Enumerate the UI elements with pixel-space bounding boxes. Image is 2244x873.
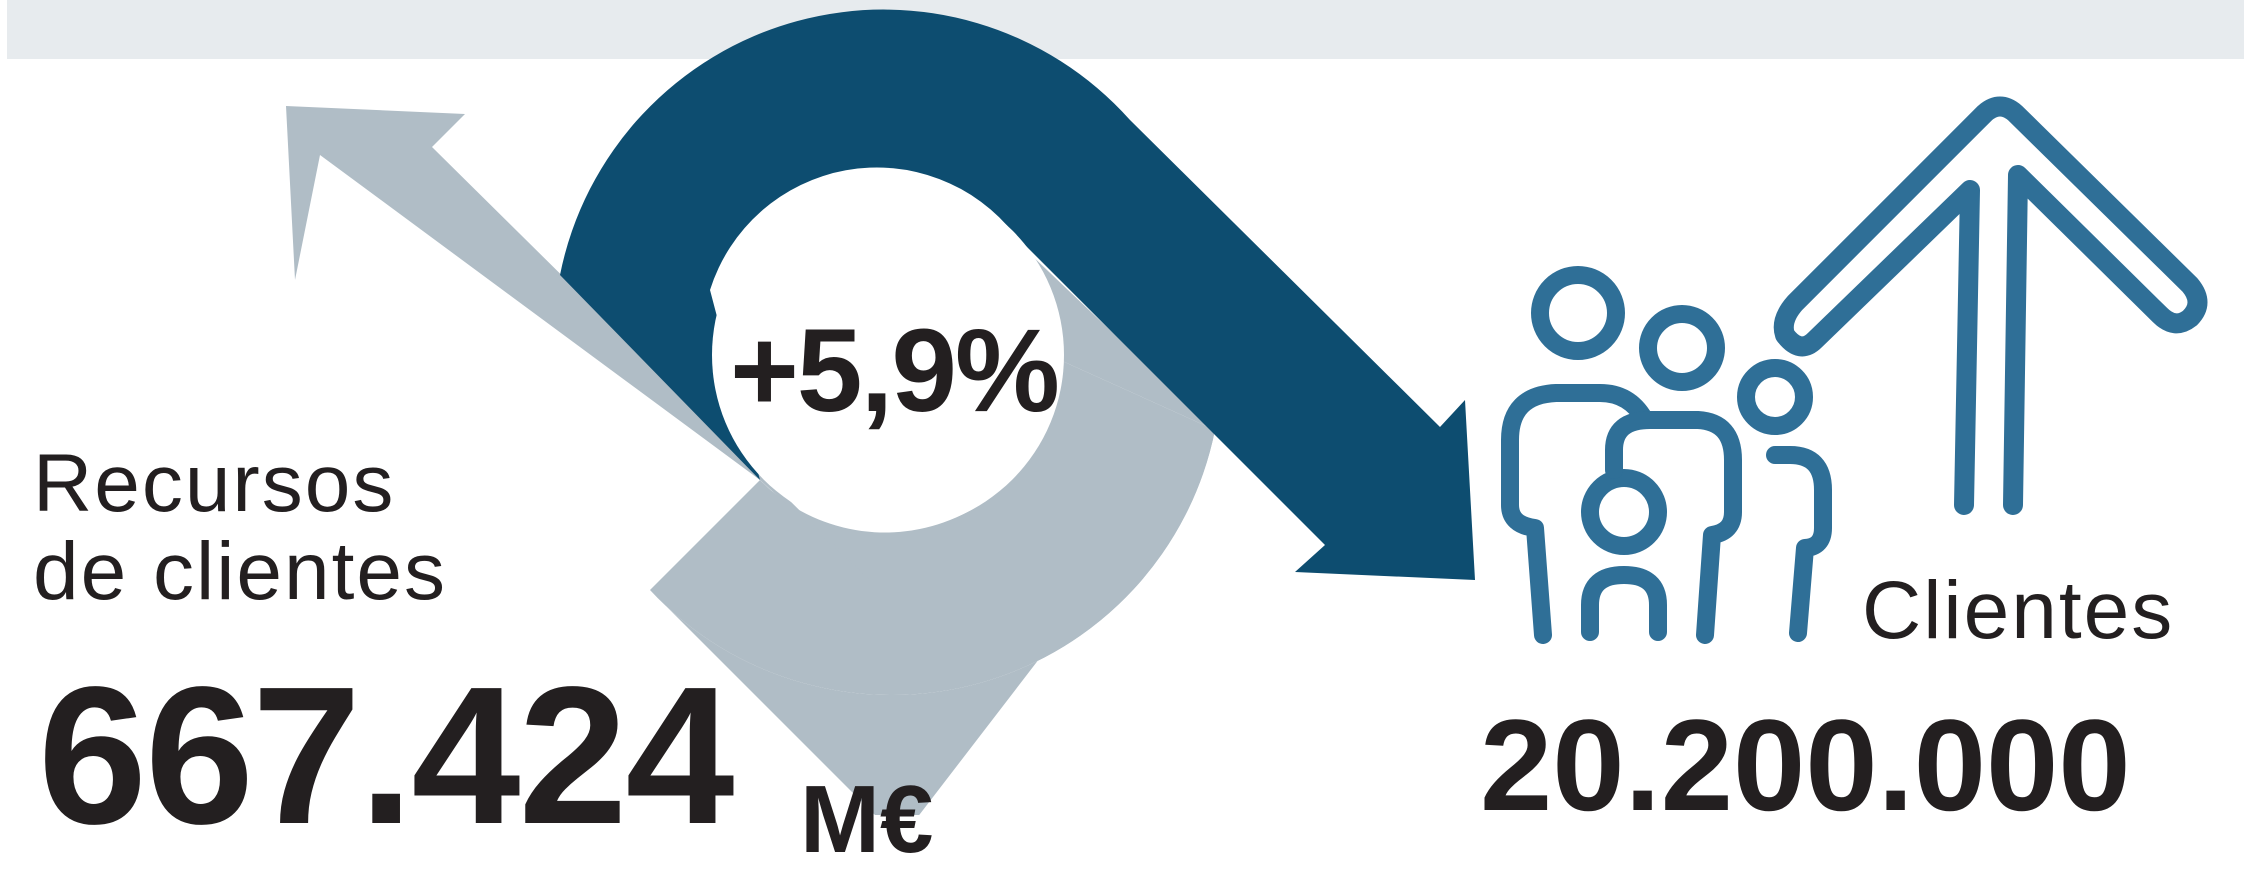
change-percentage: +5,9% [730, 305, 1060, 437]
infographic-graphics [286, 9, 2208, 815]
right-metric-value: 20.200.000 [1480, 692, 2131, 838]
left-label-line1: Recursos [33, 438, 396, 529]
left-metric-label: Recursos de clientes [33, 440, 447, 616]
up-arrow-icon [1773, 96, 2208, 515]
right-metric-label: Clientes [1862, 565, 2175, 656]
family-icon [1501, 266, 1832, 644]
top-band [7, 0, 2244, 59]
left-metric-value: 667.424 [38, 646, 734, 865]
center-circle [712, 179, 1064, 531]
blue-cycle-arrow-icon [560, 9, 1475, 581]
left-metric-unit: M€ [800, 766, 934, 873]
left-label-line2: de clientes [33, 526, 448, 617]
